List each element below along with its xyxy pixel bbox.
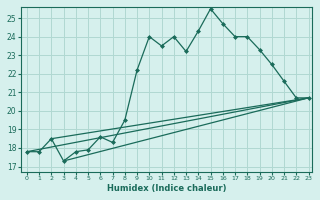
X-axis label: Humidex (Indice chaleur): Humidex (Indice chaleur) [107, 184, 226, 193]
